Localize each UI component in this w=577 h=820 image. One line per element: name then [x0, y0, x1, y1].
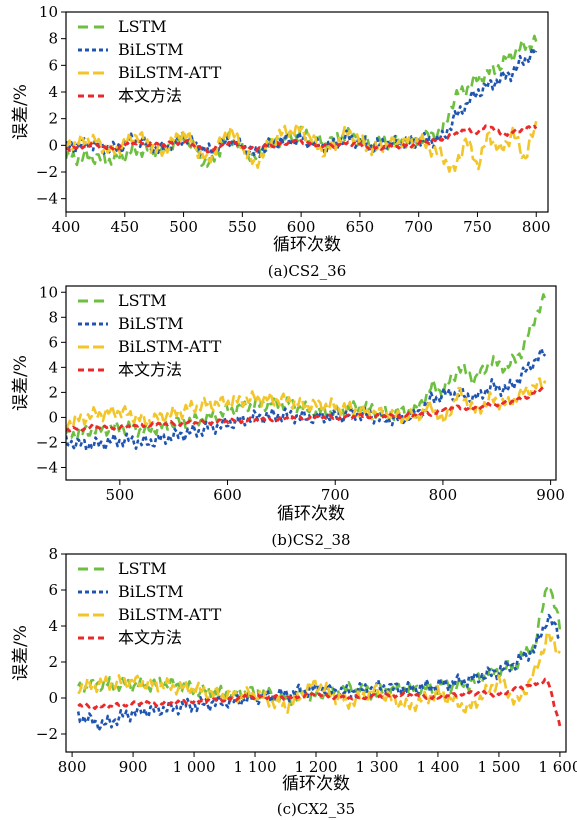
- series-line-本文方法: [77, 677, 562, 727]
- legend-label: 本文方法: [118, 628, 182, 647]
- chart-panel-2: 500 600 700 800 900 −4 −2 0 2 4 6 8 10 循环次数 误差/% (b)CS2…: [11, 283, 565, 549]
- legend-label: LSTM: [118, 559, 167, 578]
- plot-frame: [65, 11, 549, 213]
- x-tick-label: 1 300: [355, 758, 398, 776]
- chart-panel-3: 800 900 1 000 1 100 1 200 1 300 1 400 1 500 1 60…: [11, 545, 577, 818]
- y-tick-label: 8: [48, 308, 58, 326]
- x-tick-label: 500: [106, 486, 135, 504]
- x-tick-label: 600: [287, 218, 316, 236]
- y-tick-label: 10: [39, 3, 58, 21]
- chart-panel-1: 400 450 500 550 600 650 700 750 800 −4 −2 0 2 4 6 8 10 循环…: [11, 3, 551, 280]
- y-axis-label: 误差/%: [11, 355, 31, 411]
- x-tick-label: 1 400: [416, 758, 459, 776]
- x-axis-label: 循环次数: [282, 774, 350, 794]
- x-tick-label: 600: [213, 486, 242, 504]
- series-line-BiLSTM-ATT: [66, 120, 538, 173]
- series-line-BiLSTM-ATT: [77, 631, 561, 714]
- legend: LSTM BiLSTM BiLSTM-ATT 本文方法: [78, 17, 222, 105]
- x-tick-label: 1 000: [173, 758, 216, 776]
- x-tick-label: 900: [119, 758, 148, 776]
- y-tick-label: 4: [48, 83, 58, 101]
- chart-caption: (a)CS2_36: [268, 262, 347, 280]
- x-tick-label: 800: [522, 218, 551, 236]
- y-axis-label: 误差/%: [11, 84, 31, 140]
- plot-frame: [65, 285, 557, 481]
- x-tick-label: 1 200: [295, 758, 338, 776]
- legend-label: BiLSTM-ATT: [118, 337, 222, 356]
- x-tick-label: 450: [110, 218, 139, 236]
- series-line-LSTM: [66, 293, 547, 442]
- x-tick-label: 1 600: [538, 758, 577, 776]
- legend-label: BiLSTM: [118, 314, 184, 333]
- legend-label: BiLSTM: [118, 582, 184, 601]
- x-tick-label: 900: [536, 486, 565, 504]
- legend-label: BiLSTM: [118, 40, 184, 59]
- y-tick-label: 0: [48, 408, 58, 426]
- y-tick-label: 8: [48, 545, 58, 563]
- y-tick-label: 2: [48, 110, 58, 128]
- y-tick-label: −2: [36, 433, 58, 451]
- chart-caption: (c)CX2_35: [277, 800, 355, 818]
- y-axis-label: 误差/%: [11, 625, 31, 681]
- legend-label: LSTM: [118, 17, 167, 36]
- y-tick-label: −2: [36, 725, 58, 743]
- y-tick-label: −4: [36, 458, 58, 476]
- legend-label: BiLSTM-ATT: [118, 63, 222, 82]
- x-tick-label: 800: [429, 486, 458, 504]
- x-tick-label: 700: [321, 486, 350, 504]
- series-line-LSTM: [77, 587, 562, 707]
- y-tick-label: −2: [36, 163, 58, 181]
- x-axis-label: 循环次数: [273, 235, 341, 255]
- x-tick-label: 500: [169, 218, 198, 236]
- y-tick-label: 0: [48, 136, 58, 154]
- y-tick-label: 2: [48, 653, 58, 671]
- legend-label: 本文方法: [118, 86, 182, 105]
- x-tick-label: 750: [463, 218, 492, 236]
- x-tick-label: 400: [52, 218, 81, 236]
- y-tick-label: −4: [36, 190, 58, 208]
- y-tick-label: 6: [48, 56, 58, 74]
- x-tick-label: 650: [346, 218, 375, 236]
- y-tick-label: 4: [48, 617, 58, 635]
- series-line-本文方法: [66, 385, 546, 433]
- series-line-本文方法: [66, 124, 538, 154]
- y-tick-label: 6: [48, 581, 58, 599]
- series-line-BiLSTM-ATT: [66, 377, 547, 429]
- x-tick-label: 550: [228, 218, 257, 236]
- series-line-BiLSTM: [66, 347, 547, 452]
- series-group: [66, 293, 547, 452]
- x-tick-label: 700: [404, 218, 433, 236]
- series-group: [66, 34, 538, 173]
- y-tick-label: 0: [48, 689, 58, 707]
- legend: LSTM BiLSTM BiLSTM-ATT 本文方法: [78, 559, 222, 647]
- legend: LSTM BiLSTM BiLSTM-ATT 本文方法: [78, 291, 222, 379]
- legend-label: 本文方法: [118, 360, 182, 379]
- x-axis-label: 循环次数: [277, 504, 345, 524]
- y-tick-label: 10: [39, 283, 58, 301]
- y-tick-label: 4: [48, 358, 58, 376]
- x-tick-label: 800: [58, 758, 87, 776]
- y-tick-label: 8: [48, 30, 58, 48]
- x-tick-label: 1 100: [234, 758, 277, 776]
- legend-label: BiLSTM-ATT: [118, 605, 222, 624]
- series-group: [76, 587, 562, 732]
- legend-label: LSTM: [118, 291, 167, 310]
- y-tick-label: 6: [48, 333, 58, 351]
- chart-caption: (b)CS2_38: [271, 531, 350, 549]
- y-tick-label: 2: [48, 383, 58, 401]
- x-tick-label: 1 500: [477, 758, 520, 776]
